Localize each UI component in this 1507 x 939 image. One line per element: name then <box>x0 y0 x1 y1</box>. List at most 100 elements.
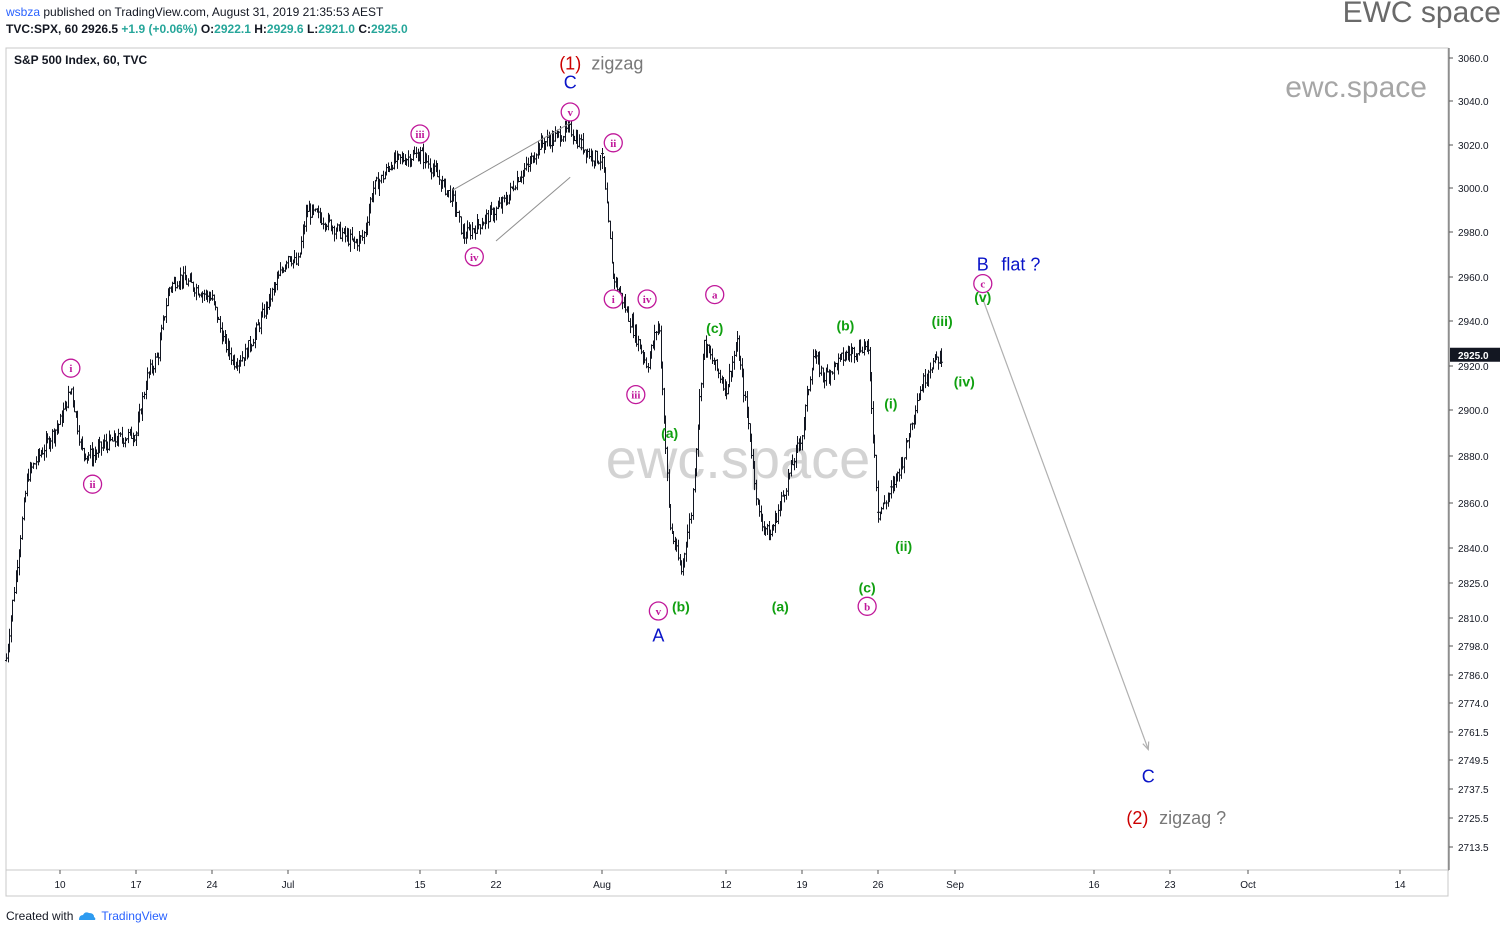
ohlc-bar <box>322 217 325 230</box>
price-tick-label: 2900.0 <box>1458 406 1489 417</box>
price-tick-label: 2774.0 <box>1458 699 1489 710</box>
ohlc-bar <box>43 444 46 461</box>
low-label: L: <box>306 22 319 36</box>
symbol-label: TVC:SPX, 60 <box>6 22 79 36</box>
time-tick-label: 26 <box>872 880 884 891</box>
ohlc-bar <box>385 163 388 176</box>
ohlc-bar <box>78 425 81 446</box>
ohlc-bar <box>885 500 888 510</box>
wave-label-circle <box>637 289 657 309</box>
wave-label-circled: iv <box>470 252 479 264</box>
wave-label-circle <box>603 289 623 309</box>
ohlc-bar <box>677 539 680 561</box>
ohlc-bar <box>203 289 206 301</box>
ohlc-bar <box>903 457 906 474</box>
wave-label-minor: (a) <box>661 425 678 441</box>
ohlc-bar <box>300 236 303 255</box>
ohlc-bar <box>430 167 433 180</box>
close-label: C: <box>358 22 371 36</box>
ohlc-bar <box>349 229 352 252</box>
ohlc-bar <box>449 185 452 203</box>
wave-label-primary: C <box>1142 767 1155 787</box>
created-with-text: Created with <box>6 909 74 923</box>
wave-label-circle <box>857 596 877 616</box>
wave-label-intermediate: (2) <box>1126 808 1148 828</box>
ohlc-bar <box>924 369 927 389</box>
price-tick-label: 3040.0 <box>1458 97 1489 108</box>
time-tick-label: 14 <box>1394 880 1406 891</box>
wave-label-circle <box>560 102 580 122</box>
ohlc-bar <box>287 255 290 269</box>
wave-label-circle <box>82 474 103 494</box>
projection-arrow-head <box>1142 741 1150 751</box>
ohlc-bar <box>611 231 614 264</box>
price-tick-label: 2810.0 <box>1458 614 1489 625</box>
time-tick-label: Jul <box>282 880 295 891</box>
price-tick-label: 3000.0 <box>1458 184 1489 195</box>
wedge-trendline[interactable] <box>495 176 571 242</box>
brand-watermark-top: EWC space <box>1342 0 1501 29</box>
ohlc-bar <box>380 174 383 184</box>
ohlc-bar <box>512 180 515 192</box>
wedge-trendline[interactable] <box>452 122 571 191</box>
ohlc-bar <box>374 179 377 195</box>
close-value: 2925.0 <box>370 22 408 36</box>
ohlc-bar <box>820 365 823 376</box>
ohlc-bar <box>758 499 761 517</box>
time-tick-label: 15 <box>414 880 426 891</box>
ohlc-bar <box>940 348 943 367</box>
chart-title: S&P 500 Index, 60, TVC <box>14 53 148 67</box>
author-link[interactable]: wsbza <box>6 5 41 19</box>
ohlc-bar <box>24 490 27 503</box>
ohlc-bar <box>692 488 695 520</box>
center-watermark: ewc.space <box>606 427 871 490</box>
ohlc-bar <box>916 393 919 414</box>
ohlc-bar <box>698 389 701 430</box>
ohlc-bar <box>5 653 8 662</box>
ohlc-bar <box>407 150 410 167</box>
time-tick-label: Sep <box>946 880 964 891</box>
time-axis-box <box>5 869 1449 897</box>
wave-label-minor: (c) <box>706 320 723 336</box>
wave-label-minor: (iv) <box>954 373 975 389</box>
ohlc-bar <box>382 170 385 183</box>
wave-label-minor: (a) <box>772 598 789 614</box>
open-label: O: <box>200 22 215 36</box>
published-text: published on TradingView.com, August 31,… <box>43 5 384 19</box>
publish-info: wsbza published on TradingView.com, Augu… <box>6 5 383 19</box>
ohlc-bar <box>230 347 233 365</box>
wave-label-primary: A <box>652 625 664 645</box>
ohlc-bar <box>438 169 441 185</box>
ohlc-bar <box>241 351 244 362</box>
wave-label-minor: (iii) <box>932 313 953 329</box>
wave-label-circled: v <box>656 606 662 618</box>
wave-label-circle <box>705 284 725 305</box>
ohlc-bar <box>733 350 736 370</box>
price-tick-label: 3020.0 <box>1458 141 1489 152</box>
projection-arrow-line[interactable] <box>982 298 1149 750</box>
ohlc-bar <box>341 227 344 242</box>
ohlc-bar <box>744 391 747 401</box>
ohlc-bar <box>154 352 157 373</box>
wave-label-circled: c <box>980 279 985 291</box>
ohlc-bar <box>546 129 549 147</box>
wave-label-minor: (i) <box>884 395 897 411</box>
tradingview-link[interactable]: TradingView <box>101 909 168 923</box>
time-tick-label: 17 <box>130 880 142 891</box>
ohlc-bar <box>870 372 873 415</box>
time-tick-label: 22 <box>490 880 502 891</box>
ohlc-bar <box>672 531 675 545</box>
ohlc-bar <box>609 220 612 240</box>
wave-label-circled: i <box>69 363 72 375</box>
ohlc-bar <box>607 201 610 223</box>
ohlc-bar <box>471 221 474 240</box>
price-tick-label: 2880.0 <box>1458 452 1489 463</box>
ohlc-bar <box>195 283 198 301</box>
ohlc-bar <box>637 335 640 352</box>
wave-label-circled: b <box>864 601 870 613</box>
wave-label-circled: iv <box>643 294 652 306</box>
wave-label-circle <box>410 124 430 144</box>
high-label: H: <box>254 22 267 36</box>
